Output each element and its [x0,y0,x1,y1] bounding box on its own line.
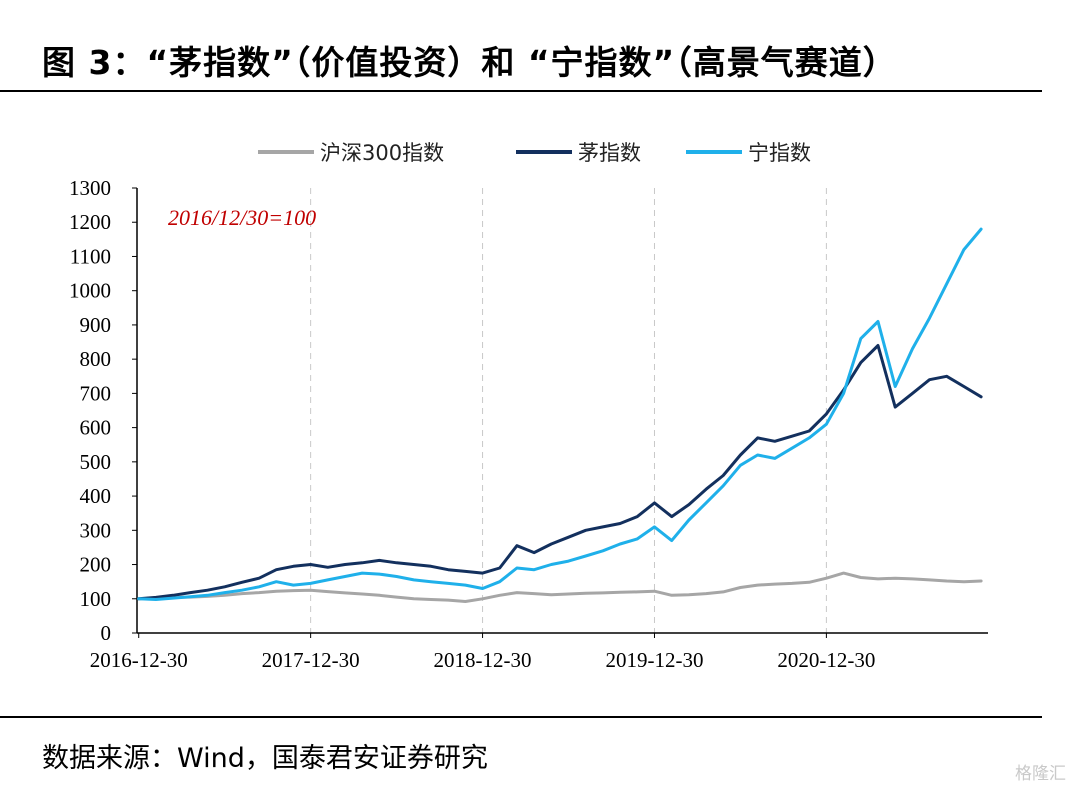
gridlines [310,188,827,633]
line-chart: 沪深300指数 茅指数 宁指数 0 100 200 300 400 500 600 700 800 9… [69,141,988,672]
base-date-annotation: 2016/12/30=100 [168,205,316,230]
watermark: 格隆汇 [1015,764,1066,784]
y-tick-label: 400 [80,484,112,508]
y-tick-label: 1200 [69,210,111,234]
y-tick-label: 200 [80,553,112,577]
series-line-csi300 [137,571,983,603]
bottom-divider [0,716,1042,718]
x-tick-label: 2020-12-30 [777,648,875,672]
series-line-ning-index [137,227,983,601]
data-source: 数据来源：Wind，国泰君安证券研究 [42,743,488,774]
y-tick-label: 300 [80,518,112,542]
x-tick-label: 2018-12-30 [434,648,532,672]
legend: 沪深300指数 茅指数 宁指数 [258,141,811,165]
x-tick-label: 2019-12-30 [605,648,703,672]
y-tick-label: 900 [80,313,112,337]
top-divider [0,90,1042,92]
y-tick-label: 1300 [69,176,111,200]
axes: 0 100 200 300 400 500 600 700 800 900 1000 1100 1200… [69,176,988,672]
x-tick-label: 2017-12-30 [262,648,360,672]
y-tick-label: 1000 [69,279,111,303]
y-tick-label: 800 [80,347,112,371]
series-line-mao-index [137,344,983,601]
series-lines [137,227,983,603]
x-tick-label: 2016-12-30 [90,648,188,672]
y-tick-label: 1100 [70,244,111,268]
legend-label-ning-index: 宁指数 [748,141,811,165]
legend-label-mao-index: 茅指数 [578,141,641,165]
legend-label-csi300: 沪深300指数 [320,141,444,165]
page-title: 图 3：“茅指数”（价值投资）和 “宁指数”（高景气赛道） [42,43,897,82]
y-tick-label: 0 [101,621,112,645]
y-tick-label: 100 [80,587,112,611]
y-tick-label: 600 [80,416,112,440]
y-tick-label: 700 [80,381,112,405]
y-tick-label: 500 [80,450,112,474]
